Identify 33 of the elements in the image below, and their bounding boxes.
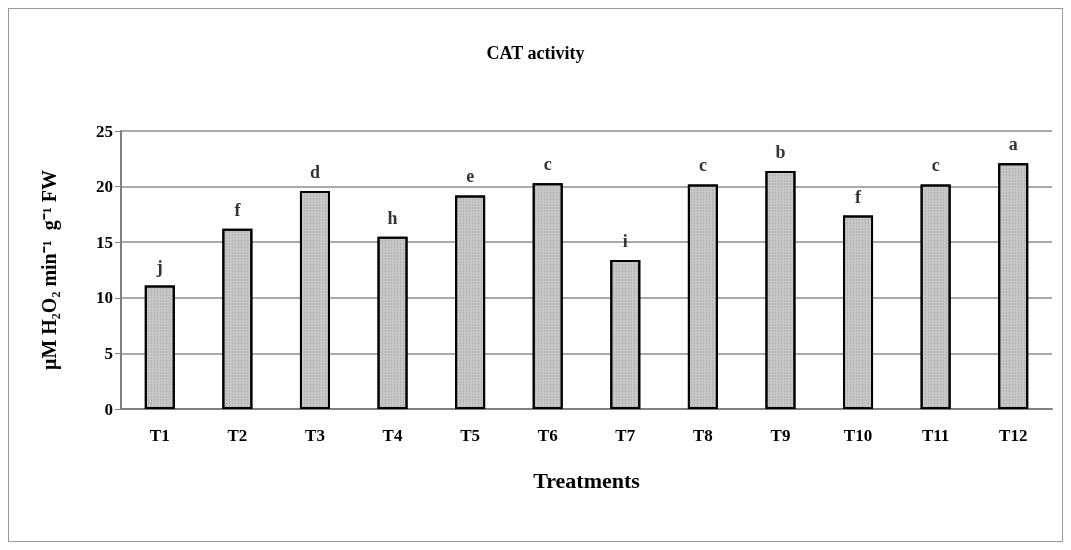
x-tick-label: T2 [227,426,248,445]
annotation: d [309,162,320,183]
annotation: j [155,256,163,277]
annotation: b [775,142,786,163]
y-tick-label: 15 [96,232,113,252]
x-tick-label: T9 [770,426,791,445]
y-tick-label: 25 [96,121,113,141]
annotation: c [931,155,940,176]
x-tick-label: T4 [382,426,403,445]
x-axis-title: Treatments [533,467,641,493]
annotation: f [855,186,863,207]
annotation: c [698,155,707,176]
x-tick-label: T10 [843,426,873,445]
x-tick-label: T3 [305,426,325,445]
x-tick-label: T1 [149,426,170,445]
y-tick-label: 5 [104,343,113,363]
x-tick-label: T7 [615,426,636,445]
annotation: c [543,154,552,175]
y-tick-label: 20 [96,177,113,197]
x-tick-label: T11 [921,426,950,445]
annotation: i [622,230,628,251]
x-tick-label: T12 [999,426,1028,445]
y-tick-label: 10 [96,288,113,308]
annotation: h [387,207,398,228]
annotation: f [234,199,242,220]
x-tick-label: T5 [460,426,481,445]
annotation: e [466,166,475,187]
y-axis-title: μM H₂O₂ min⁻¹ g⁻¹ FW [38,170,61,370]
annotation: a [1008,134,1018,155]
chart-title: CAT activity [486,43,585,63]
y-tick-label: 0 [104,399,113,419]
x-tick-label: T8 [692,426,713,445]
x-tick-label: T6 [537,426,558,445]
